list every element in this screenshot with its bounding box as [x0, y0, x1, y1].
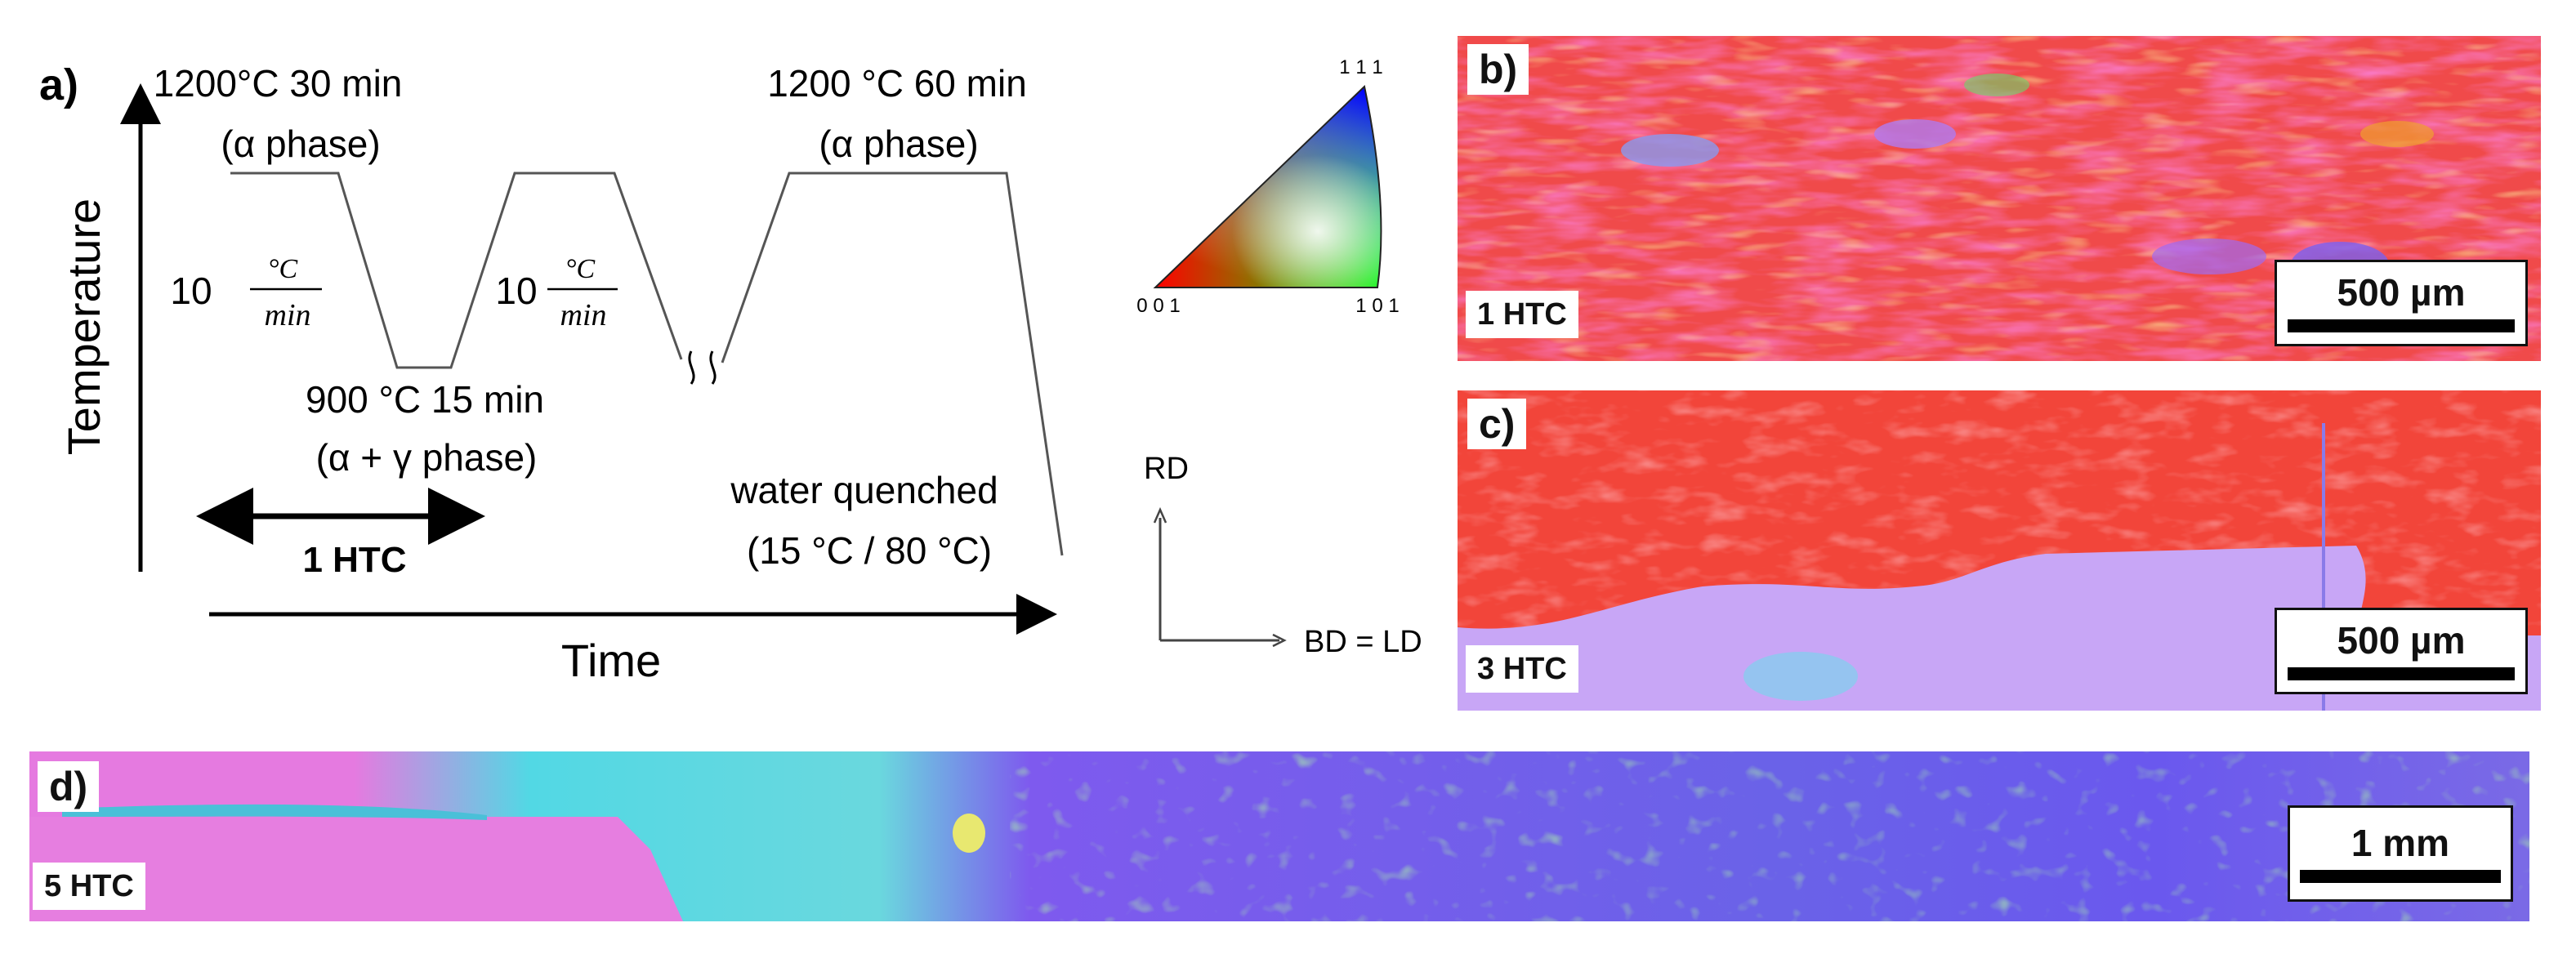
ebsd-map-5htc — [29, 751, 2529, 921]
scale-bar-b-line — [2288, 319, 2515, 332]
cycles-label-d: 5 HTC — [33, 863, 145, 910]
quench-line-2: (15 °C / 80 °C) — [747, 529, 992, 572]
scale-bar-d: 1 mm — [2288, 805, 2513, 902]
scale-bar-c: 500 µm — [2275, 608, 2528, 694]
ipf-corner-top: 1 1 1 — [1339, 56, 1382, 78]
panel-label-a: a) — [39, 60, 78, 109]
scale-bar-d-line — [2300, 870, 2501, 883]
cooling-rate-label: 10 °C min — [170, 254, 322, 332]
temperature-profile-2 — [721, 172, 1064, 556]
cycle-label: 1 HTC — [302, 540, 406, 580]
rd-label: RD — [1144, 452, 1189, 486]
bd-ld-label: BD = LD — [1304, 625, 1422, 659]
svg-text:10: 10 — [170, 270, 212, 312]
ipf-corner-right: 1 0 1 — [1355, 295, 1399, 317]
cycles-label-b: 1 HTC — [1466, 291, 1578, 338]
step2-temperature: 900 °C 15 min — [306, 378, 544, 421]
panel-label-d: d) — [38, 761, 100, 812]
axis-break-symbol — [688, 350, 717, 385]
ipf-triangle — [1153, 85, 1382, 288]
ebsd-map-5htc-image — [29, 751, 2529, 921]
temperature-profile — [230, 172, 683, 369]
scale-bar-d-label: 1 mm — [2351, 822, 2450, 864]
step1-temperature: 1200°C 30 min — [154, 62, 403, 105]
scale-bar-c-line — [2288, 667, 2515, 680]
ebsd-map-3htc — [1458, 390, 2541, 711]
panel-label-b: b) — [1467, 44, 1529, 95]
ipf-corner-left: 0 0 1 — [1136, 295, 1180, 317]
quench-line-1: water quenched — [730, 469, 998, 511]
svg-text:°C: °C — [268, 254, 298, 284]
y-axis-label: Temperature — [58, 198, 109, 455]
svg-text:°C: °C — [565, 254, 596, 284]
panel-label-c: c) — [1467, 399, 1527, 449]
ipf-color-key: 1 1 1 0 0 1 1 0 1 RD BD = LD — [1136, 56, 1422, 659]
ebsd-map-3htc-image — [1458, 390, 2541, 711]
scale-bar-c-label: 500 µm — [2337, 619, 2466, 662]
step1-phase: (α phase) — [221, 123, 380, 165]
scale-bar-b-label: 500 µm — [2337, 271, 2466, 314]
heat-treatment-diagram: a) Temperature Time 1200°C 30 min (α pha… — [39, 60, 1064, 686]
x-axis-label: Time — [561, 635, 661, 686]
svg-text:min: min — [265, 298, 311, 332]
scale-bar-b: 500 µm — [2275, 260, 2528, 346]
direction-legend: RD BD = LD — [1144, 452, 1422, 659]
step3-phase: (α phase) — [819, 123, 978, 165]
step2-phase: (α + γ phase) — [316, 436, 538, 479]
svg-text:10: 10 — [495, 270, 537, 312]
svg-text:min: min — [560, 298, 607, 332]
heating-rate-label: 10 °C min — [495, 254, 618, 332]
cycles-label-c: 3 HTC — [1466, 645, 1578, 693]
step3-temperature: 1200 °C 60 min — [767, 62, 1027, 105]
